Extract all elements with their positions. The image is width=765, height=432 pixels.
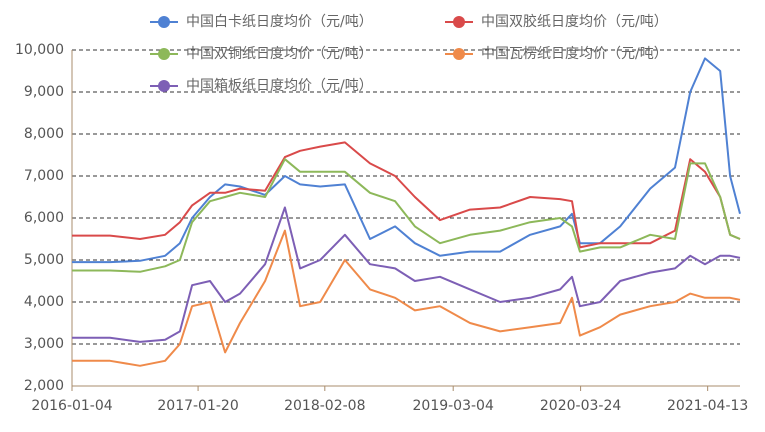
x-tick-label: 2018-02-08 (284, 398, 365, 414)
legend-icon (158, 80, 170, 92)
legend-icon (453, 48, 465, 60)
legend-icon (453, 16, 465, 28)
legend-label: 中国白卡纸日度均价（元/吨） (186, 14, 373, 30)
legend-label: 中国双胶纸日度均价（元/吨） (481, 13, 668, 30)
y-tick-label: 6,000 (24, 210, 64, 226)
legend-icon (158, 16, 170, 28)
y-tick-label: 7,000 (24, 168, 64, 184)
legend-label: 中国双铜纸日度均价（元/吨） (186, 46, 373, 62)
x-tick-label: 2020-03-24 (540, 398, 621, 414)
legend-label: 中国箱板纸日度均价（元/吨） (186, 78, 373, 94)
series-line (72, 57, 741, 264)
y-tick-label: 9,000 (24, 84, 64, 100)
y-tick-label: 5,000 (24, 252, 64, 268)
series-line (72, 141, 741, 249)
y-tick-label: 2,000 (24, 378, 64, 394)
series-line (72, 158, 741, 273)
x-tick-label: 2017-01-20 (157, 398, 238, 414)
x-tick-label: 2019-03-04 (413, 398, 494, 414)
y-tick-label: 8,000 (24, 126, 64, 142)
series-line (72, 229, 741, 367)
y-tick-label: 4,000 (24, 294, 64, 310)
x-tick-label: 2021-04-13 (667, 398, 748, 414)
y-tick-label: 3,000 (24, 336, 64, 352)
x-tick-label: 2016-01-04 (31, 398, 112, 414)
legend-icon (158, 48, 170, 60)
y-tick-label: 10,000 (15, 42, 64, 58)
legend-label: 中国瓦楞纸日度均价（元/吨） (481, 46, 668, 62)
series-line (72, 206, 741, 343)
